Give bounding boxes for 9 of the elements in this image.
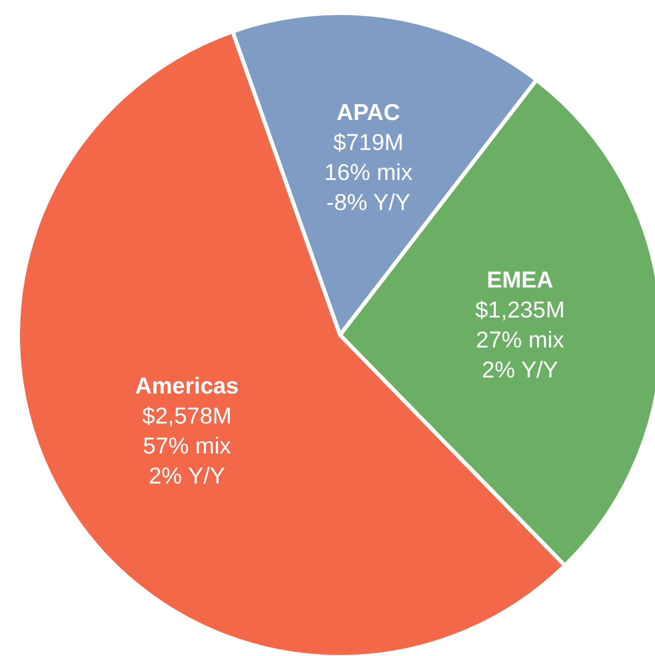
data-label: $719M [333, 128, 404, 155]
data-label: $1,235M [475, 296, 565, 323]
slice-label: EMEA [486, 266, 554, 293]
text: 57% mix 2% Y/Y [142, 432, 232, 488]
text: 16% mix -8% Y/Y [324, 158, 413, 215]
text: 27% mix 2% Y/Y [476, 326, 565, 383]
data-label: $2,578M [142, 402, 232, 428]
slice-label: Americas [135, 372, 239, 398]
slice-label: APAC [336, 98, 400, 125]
